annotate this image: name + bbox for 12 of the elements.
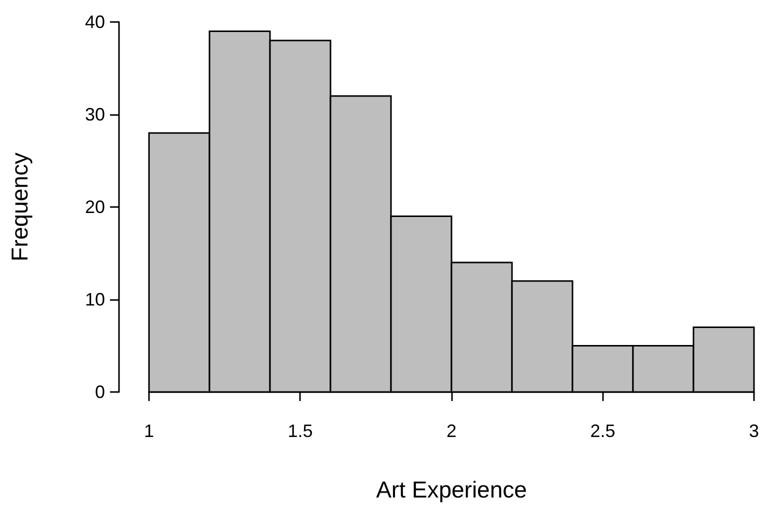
- x-tick-label: 1: [144, 421, 154, 441]
- y-axis-title: Frequency: [6, 152, 32, 262]
- x-tick-label: 3: [748, 421, 759, 441]
- x-tick-label: 2.5: [590, 421, 616, 441]
- x-tick-label: 1.5: [288, 421, 313, 441]
- x-axis-title: Art Experience: [376, 476, 527, 502]
- y-tick-label: 0: [94, 382, 105, 402]
- y-tick-label: 20: [84, 197, 105, 217]
- y-tick-label: 40: [84, 12, 105, 32]
- x-tick-label: 2: [446, 421, 457, 441]
- y-tick-label: 10: [84, 290, 105, 310]
- y-tick-label: 30: [84, 104, 105, 124]
